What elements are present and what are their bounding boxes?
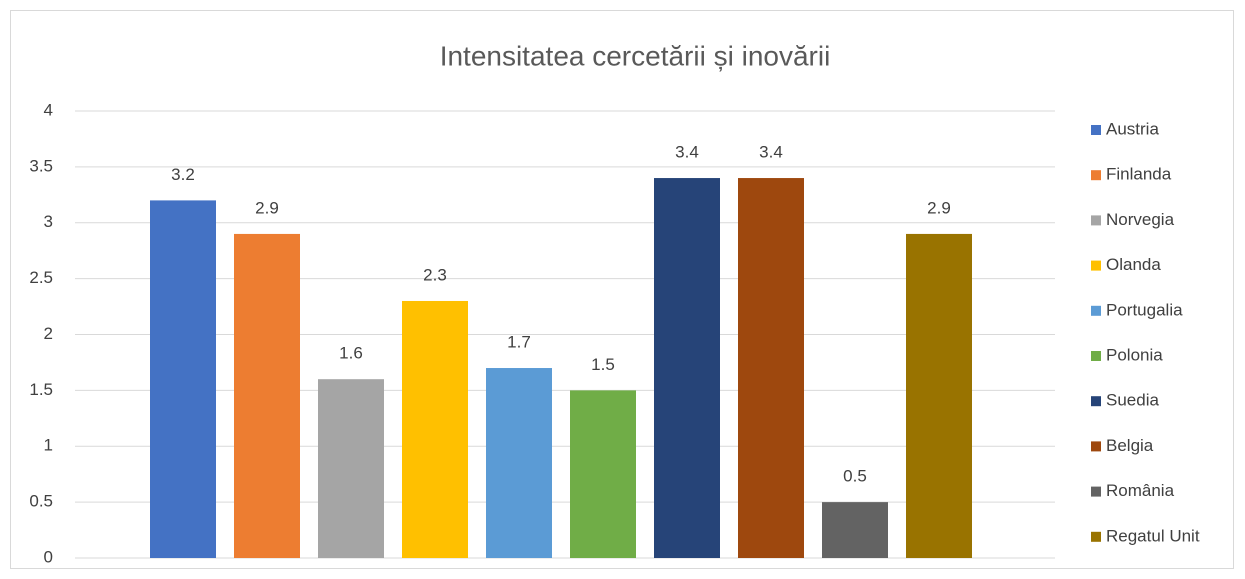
bar	[234, 233, 300, 559]
legend-swatch	[1091, 305, 1101, 316]
y-tick-label: 2	[44, 324, 53, 343]
legend-swatch	[1091, 260, 1101, 271]
legend-swatch	[1091, 531, 1101, 542]
data-label: 2.3	[423, 265, 447, 284]
data-label: 1.5	[591, 355, 615, 374]
y-tick-label: 0	[44, 547, 53, 566]
legend-label: Suedia	[1106, 391, 1159, 410]
legend-label: Regatul Unit	[1106, 526, 1200, 545]
data-label: 3.4	[675, 143, 699, 162]
bar	[402, 300, 468, 558]
y-tick-label: 1.5	[29, 380, 53, 399]
data-label: 3.4	[759, 143, 783, 162]
legend-label: Finlanda	[1106, 165, 1172, 184]
data-label: 1.7	[507, 333, 531, 352]
data-label: 2.9	[927, 198, 951, 217]
legend-label: Olanda	[1106, 255, 1161, 274]
legend-label: Belgia	[1106, 436, 1154, 455]
legend-swatch	[1091, 351, 1101, 361]
y-tick-label: 3	[44, 212, 53, 231]
data-label: 2.9	[255, 198, 279, 217]
y-tick-label: 0.5	[29, 492, 53, 511]
legend-swatch	[1091, 215, 1101, 226]
y-tick-label: 1	[44, 436, 53, 455]
bar	[906, 233, 972, 559]
data-label: 0.5	[843, 467, 867, 486]
bar	[486, 368, 552, 558]
legend-label: Polonia	[1106, 345, 1163, 364]
legend-label: Austria	[1106, 119, 1159, 138]
legend-label: Portugalia	[1106, 300, 1183, 319]
y-tick-label: 2.5	[29, 268, 53, 287]
legend-label: România	[1106, 481, 1175, 500]
legend-swatch	[1091, 396, 1101, 407]
chart-title: Intensitatea cercetării și inovării	[440, 40, 831, 71]
bar	[318, 379, 384, 558]
legend-swatch	[1091, 486, 1101, 497]
bar	[150, 200, 216, 558]
legend-swatch	[1091, 170, 1101, 181]
data-label: 1.6	[339, 344, 363, 363]
bar	[822, 502, 888, 558]
bar	[654, 178, 720, 559]
bar	[738, 178, 804, 559]
y-tick-label: 4	[44, 100, 53, 119]
legend-label: Norvegia	[1106, 210, 1175, 229]
bar	[570, 390, 636, 558]
legend-swatch	[1091, 441, 1101, 452]
data-label: 3.2	[171, 165, 195, 184]
y-tick-label: 3.5	[29, 156, 53, 175]
legend-swatch	[1091, 125, 1101, 135]
